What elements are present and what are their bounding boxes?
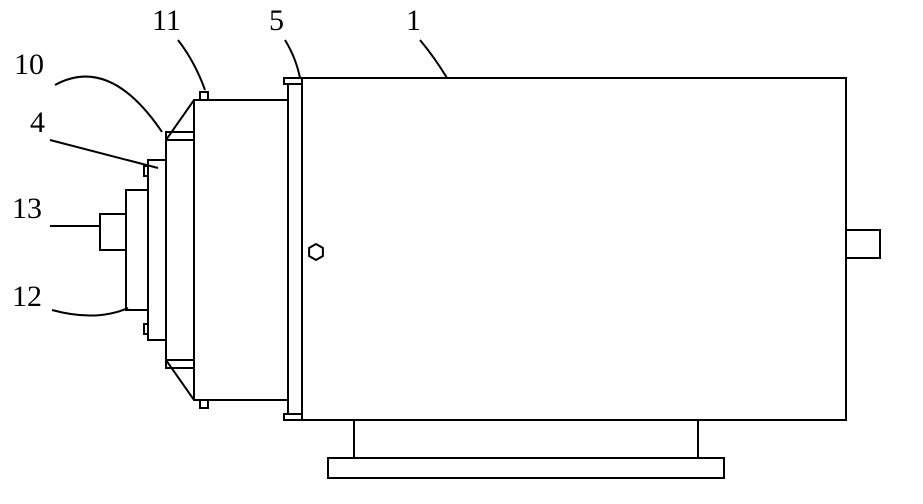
label-13: 13 (12, 192, 42, 225)
flange-plate (148, 160, 166, 340)
housing-bolt-top (200, 92, 208, 100)
label-11: 11 (152, 4, 181, 37)
label-12: 12 (12, 280, 42, 313)
tapered-housing (166, 100, 288, 400)
leader-11 (178, 40, 205, 90)
end-block (100, 214, 126, 250)
flange-screw-0 (144, 166, 148, 176)
hex-bolt-icon (309, 244, 323, 260)
flange-screw-1 (144, 324, 148, 334)
callout-labels: 10115141312 (12, 4, 421, 313)
foot-riser (354, 420, 698, 458)
label-10: 10 (14, 48, 44, 81)
label-4: 4 (30, 106, 45, 139)
leader-10 (55, 77, 162, 132)
leader-5 (285, 40, 300, 78)
hub (126, 190, 148, 310)
leader-1 (420, 40, 447, 78)
collar-lip-bottom (284, 414, 302, 420)
mechanical-assembly (100, 78, 880, 478)
label-5: 5 (269, 4, 284, 37)
leader-12 (52, 308, 128, 316)
leader-4 (50, 140, 158, 168)
output-shaft (846, 230, 880, 258)
foot-plate (328, 458, 724, 478)
housing-bolt-bottom (200, 400, 208, 408)
technical-drawing: 10115141312 (0, 0, 923, 504)
leader-lines (50, 40, 447, 316)
label-1: 1 (406, 4, 421, 37)
main-body (302, 78, 846, 420)
collar-lip-top (284, 78, 302, 84)
collar (288, 84, 302, 414)
